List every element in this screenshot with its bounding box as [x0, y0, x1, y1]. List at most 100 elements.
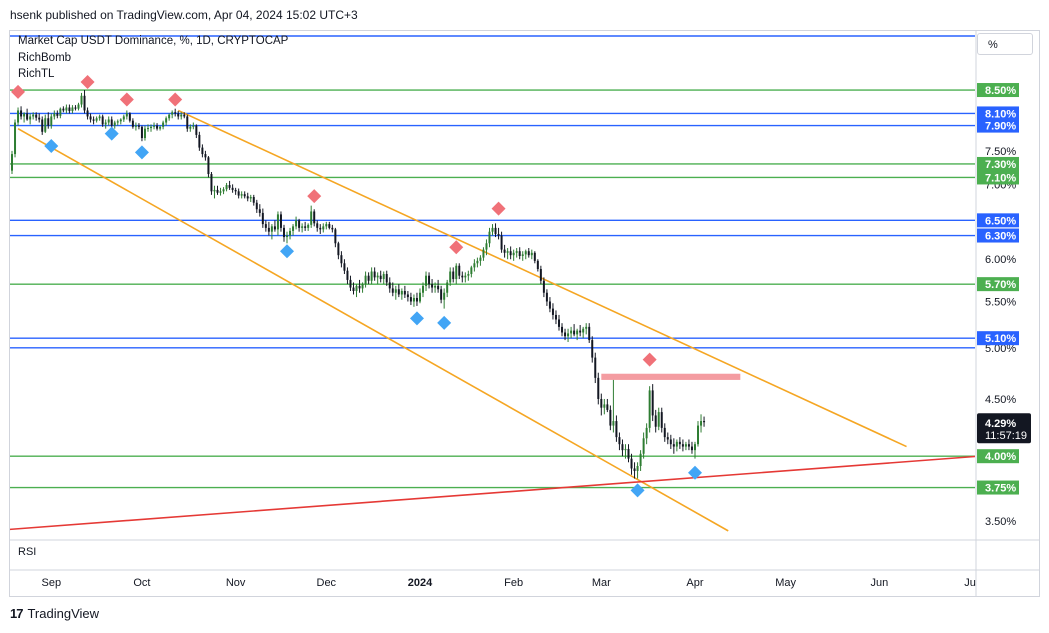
- candle-body: [35, 114, 38, 118]
- candle-body: [282, 227, 285, 238]
- candle-body: [101, 116, 104, 125]
- candle-body: [104, 122, 107, 125]
- candle-body: [690, 446, 693, 451]
- candle-body: [703, 421, 706, 423]
- candle-body: [270, 226, 273, 232]
- candle-body: [470, 267, 473, 275]
- candle-body: [150, 126, 153, 129]
- level-badge-label: 6.50%: [985, 215, 1016, 227]
- candle-body: [458, 265, 461, 276]
- candle-body: [113, 122, 116, 126]
- candle-body: [162, 122, 165, 127]
- candle-body: [588, 326, 591, 341]
- candle-body: [530, 252, 533, 256]
- time-tick-label: Feb: [504, 577, 523, 589]
- level-badge: [977, 277, 1019, 292]
- sell-signal-diamond: [11, 84, 26, 99]
- candle-body: [361, 284, 364, 289]
- candle-body: [59, 108, 62, 116]
- candle-body: [367, 275, 370, 281]
- chart-frame: [9, 30, 1040, 597]
- candle-body: [585, 326, 588, 329]
- trendlines: [10, 109, 975, 532]
- candle-body: [14, 122, 17, 155]
- time-tick-label: May: [775, 577, 796, 589]
- candle-body: [497, 233, 500, 236]
- candle-body: [382, 274, 385, 280]
- level-badge-label: 5.10%: [985, 333, 1016, 345]
- candle-body: [316, 223, 319, 228]
- candle-body: [373, 271, 376, 278]
- candle-body: [38, 117, 41, 120]
- candle-body: [228, 185, 231, 188]
- candle-body: [249, 196, 252, 199]
- candle-body: [700, 421, 703, 426]
- candle-body: [292, 226, 295, 231]
- time-tick-label: Dec: [317, 577, 337, 589]
- time-tick-label: 2024: [408, 577, 433, 589]
- candle-body: [246, 196, 249, 199]
- candle-body: [476, 260, 479, 264]
- level-badge: [977, 106, 1019, 121]
- level-badge: [977, 156, 1019, 171]
- candle-body: [83, 95, 86, 111]
- rsi-pane-label[interactable]: RSI: [18, 546, 37, 558]
- candle-body: [122, 116, 125, 120]
- candle-body: [355, 285, 358, 292]
- candle-body: [174, 112, 177, 114]
- candle-body: [17, 110, 20, 123]
- candle-body: [403, 291, 406, 295]
- candle-body: [425, 275, 428, 286]
- candle-body: [521, 254, 524, 256]
- candle-body: [183, 114, 186, 117]
- candle-body: [431, 284, 434, 288]
- time-tick-label: Ju: [964, 577, 976, 589]
- candle-body: [536, 260, 539, 270]
- candle-body: [603, 404, 606, 408]
- candle-body: [391, 288, 394, 293]
- candle-body: [545, 292, 548, 302]
- candle-body: [119, 119, 122, 122]
- price-tick-label: 5.50%: [985, 296, 1016, 308]
- candle-body: [657, 412, 660, 427]
- candle-body: [334, 229, 337, 244]
- candle-body: [567, 333, 570, 337]
- candle-body: [446, 282, 449, 293]
- percent-scale-button[interactable]: %: [977, 33, 1033, 55]
- footer: 17 TradingView: [10, 606, 99, 621]
- candle-body: [98, 116, 101, 119]
- candle-body: [264, 224, 267, 228]
- candle-body: [204, 154, 207, 158]
- candle-body: [134, 125, 137, 127]
- indicator-richbomb[interactable]: RichBomb: [18, 52, 72, 64]
- candle-body: [56, 113, 59, 116]
- level-badge-label: 6.30%: [985, 231, 1016, 243]
- buy-signal-diamond: [687, 465, 702, 480]
- candle-body: [171, 112, 174, 115]
- candle-body: [53, 113, 56, 117]
- time-tick-label: Nov: [226, 577, 246, 589]
- candle-body: [343, 263, 346, 271]
- sell-signal-diamond: [80, 75, 95, 90]
- candle-body: [663, 427, 666, 438]
- candle-body: [400, 291, 403, 295]
- time-tick-label: Apr: [686, 577, 703, 589]
- candle-body: [624, 448, 627, 451]
- candle-body: [207, 157, 210, 175]
- resistance-zone-layer: [601, 373, 741, 380]
- candle-body: [219, 191, 222, 193]
- indicator-richtl[interactable]: RichTL: [18, 68, 55, 80]
- candle-body: [527, 251, 530, 256]
- candle-body: [485, 243, 488, 250]
- candle-body: [606, 404, 609, 410]
- candle-body: [557, 319, 560, 327]
- candle-body: [301, 226, 304, 228]
- candle-body: [95, 118, 98, 121]
- candle-body: [654, 415, 657, 427]
- horizontal-levels: [10, 31, 1039, 596]
- price-axis: 7.50%7.00%6.00%5.50%5.00%4.50%3.50%8.50%…: [977, 83, 1031, 528]
- candle-body: [322, 226, 325, 230]
- candle-body: [210, 174, 213, 192]
- symbol-title[interactable]: Market Cap USDT Dominance, %, 1D, CRYPTO…: [18, 35, 289, 47]
